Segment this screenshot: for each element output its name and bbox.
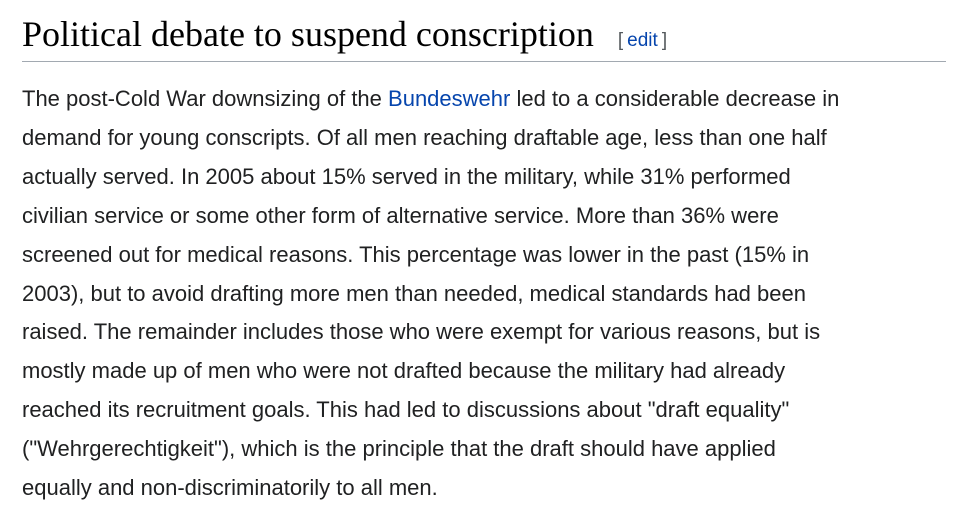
paragraph-line: ("Wehrgerechtigkeit"), which is the prin… — [22, 436, 776, 462]
paragraph-line: raised. The remainder includes those who… — [22, 319, 821, 345]
article-section: Political debate to suspend conscription… — [22, 12, 946, 508]
paragraph-line: mostly made up of men who were not draft… — [22, 358, 786, 384]
edit-bracket-open: [ — [617, 30, 624, 51]
body-paragraph: The post-Cold War downsizing of the Bund… — [22, 80, 946, 508]
line-text: The post-Cold War downsizing of the — [22, 86, 389, 111]
bundeswehr-link[interactable]: Bundeswehr — [388, 86, 511, 111]
paragraph-line: actually served. In 2005 about 15% serve… — [22, 163, 791, 189]
paragraph-line: equally and non-discriminatorily to all … — [22, 475, 438, 501]
paragraph-line: civilian service or some other form of a… — [22, 202, 779, 228]
paragraph-line: demand for young conscripts. Of all men … — [22, 124, 827, 150]
paragraph-line: reached its recruitment goals. This had … — [22, 397, 790, 423]
paragraph-line: 2003), but to avoid drafting more men th… — [22, 280, 806, 306]
paragraph-line: screened out for medical reasons. This p… — [22, 241, 810, 267]
edit-section: [edit] — [618, 30, 667, 52]
section-heading: Political debate to suspend conscription — [22, 14, 594, 54]
edit-bracket-close: ] — [661, 30, 668, 51]
line-text: led to a considerable decrease in — [510, 86, 840, 111]
paragraph-line: The post-Cold War downsizing of the Bund… — [22, 80, 946, 119]
section-heading-row: Political debate to suspend conscription… — [22, 12, 946, 62]
edit-link[interactable]: edit — [627, 30, 658, 51]
